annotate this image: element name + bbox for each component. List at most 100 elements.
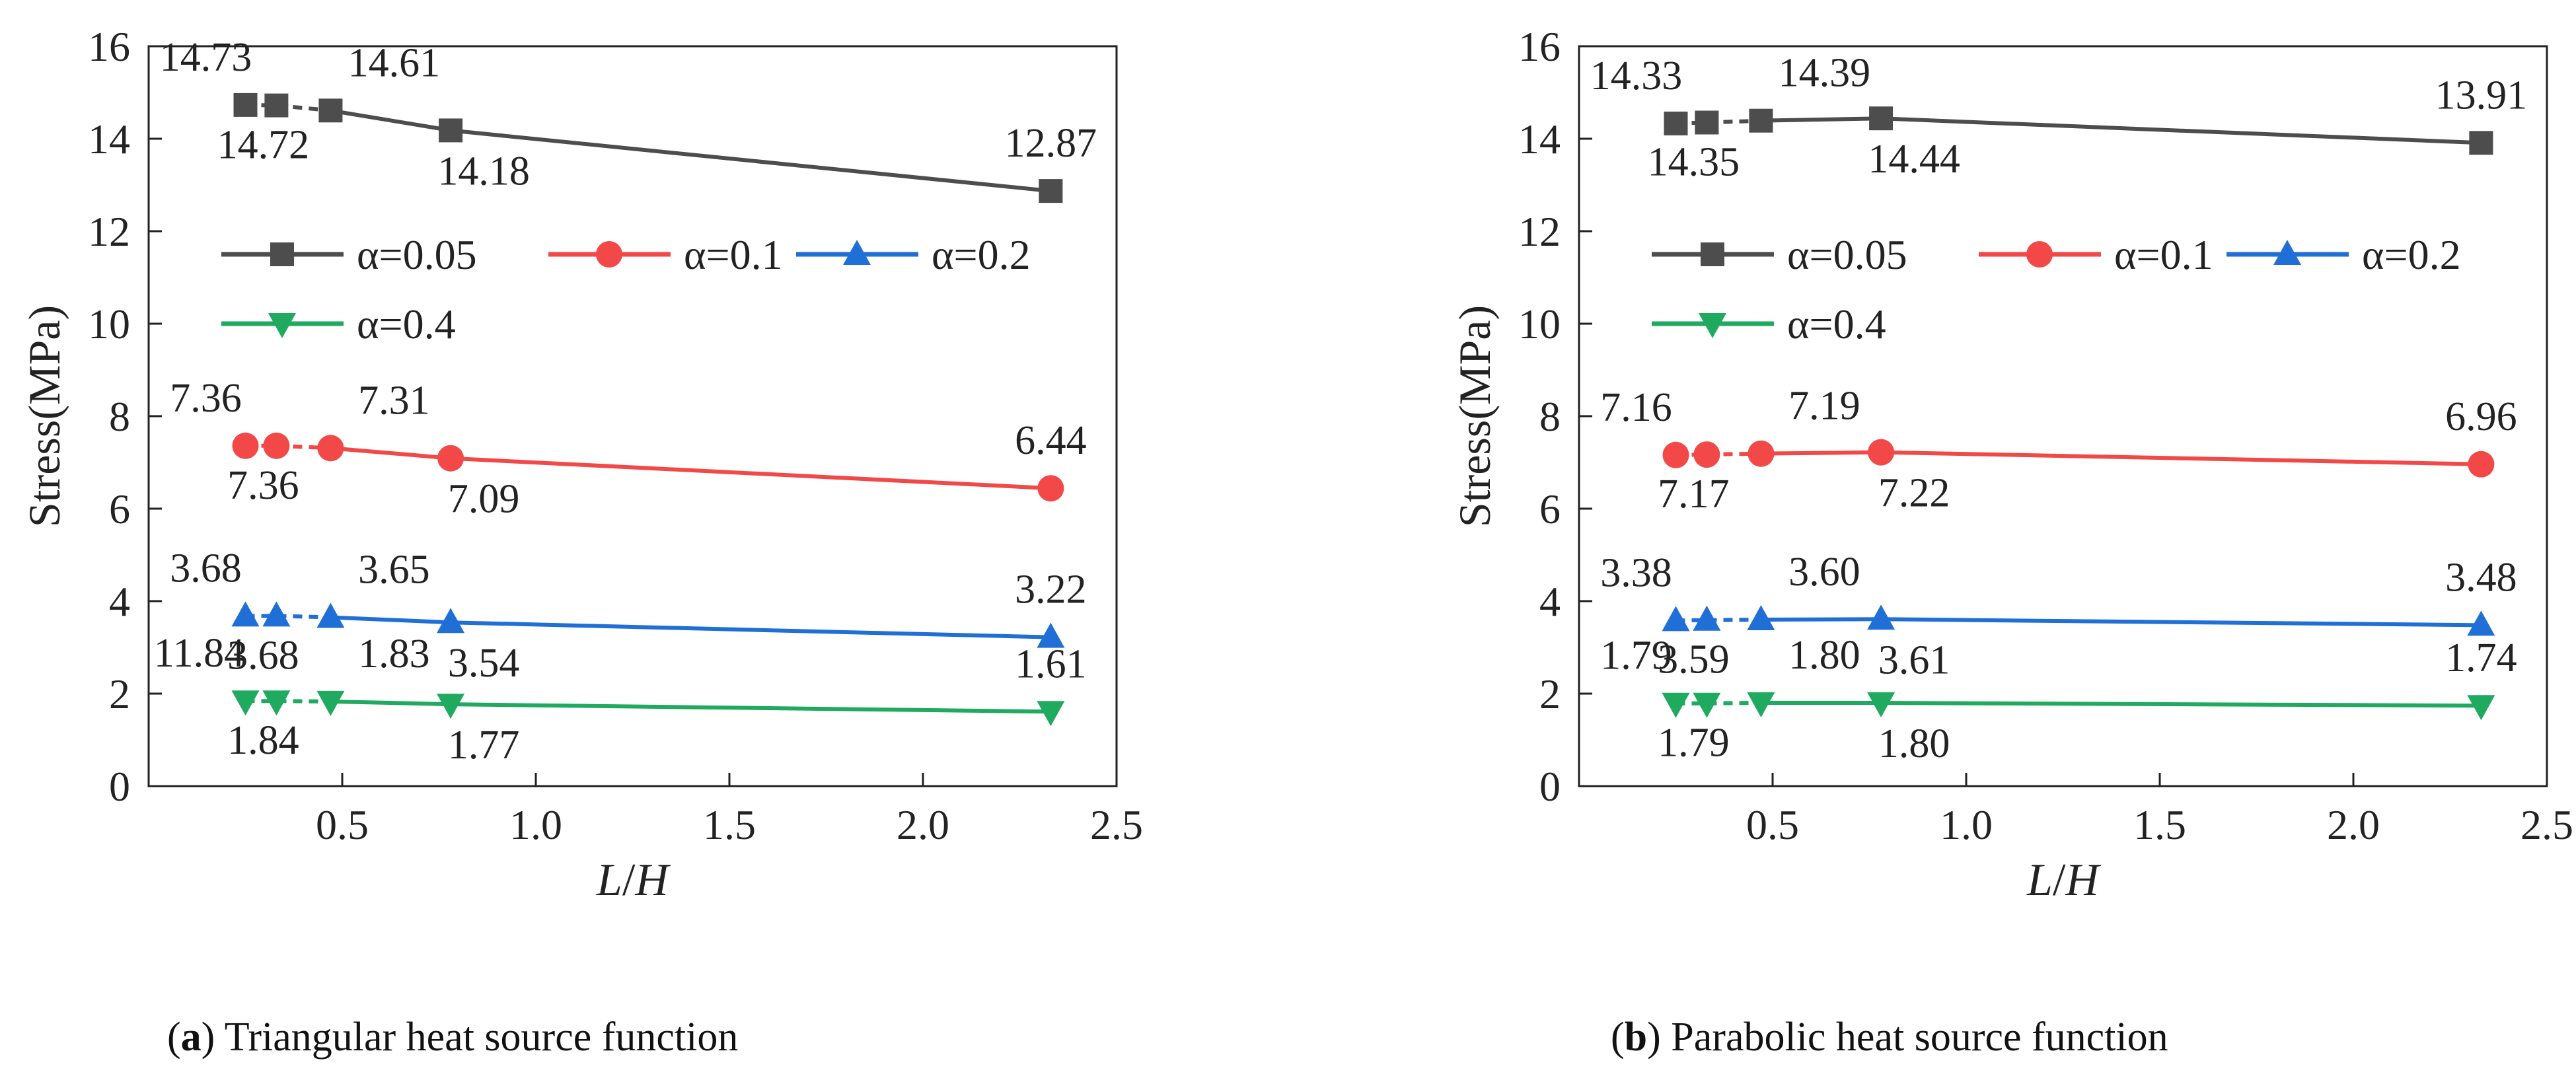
data-point-b-2-4 — [2467, 610, 2495, 636]
legend-marker-a-3 — [268, 313, 296, 338]
data-label-a-1-0: 7.36 — [170, 376, 242, 421]
y-tick-label-b-6: 12 — [1518, 208, 1561, 255]
data-label-b-3-0: 1.79 — [1600, 634, 1672, 678]
data-point-b-0-1 — [1695, 110, 1719, 135]
legend-label-a-2: α=0.2 — [932, 231, 1031, 278]
legend-marker-a-0 — [270, 242, 294, 266]
data-point-a-3-4 — [1037, 701, 1065, 727]
legend-marker-a-2 — [843, 240, 871, 265]
legend-marker-b-3 — [1699, 313, 1726, 338]
y-tick-label-b-3: 6 — [1539, 486, 1561, 532]
data-point-a-1-0 — [232, 432, 259, 459]
data-point-b-1-2 — [1748, 440, 1775, 467]
series-line-dashed-a-2 — [245, 614, 331, 620]
data-label-b-2-3: 3.61 — [1878, 637, 1950, 682]
data-point-a-0-2 — [318, 98, 343, 123]
series-b-0: 14.33 14.35 14.39 14.44 13.91 — [1590, 51, 2527, 185]
data-label-b-0-3: 14.44 — [1868, 137, 1960, 182]
x-axis-label-part-a-1: / — [622, 855, 636, 906]
data-point-a-0-0 — [233, 92, 258, 117]
data-point-b-2-0 — [1662, 606, 1690, 632]
data-point-b-3-0 — [1662, 692, 1690, 718]
series-line-dashed-b-0 — [1675, 118, 1761, 126]
y-tick-label-a-8: 16 — [88, 23, 130, 70]
series-line-b-2 — [1761, 617, 2482, 628]
data-point-b-3-1 — [1693, 692, 1721, 718]
caption-b-letter: b — [1624, 1015, 1648, 1060]
x-axis-label-part-b-2: H — [2065, 855, 2101, 906]
data-point-b-1-4 — [2468, 451, 2495, 478]
data-label-b-2-4: 3.48 — [2445, 555, 2517, 600]
x-tick-label-a-2: 1.5 — [703, 801, 756, 848]
series-b-2: 3.38 3.59 3.60 3.61 3.48 — [1600, 550, 2517, 682]
x-axis-label-part-a-0: L — [596, 855, 622, 906]
series-a-3: 11.84 1.84 1.83 1.77 1.61 — [154, 631, 1087, 768]
y-tick-label-a-4: 8 — [109, 393, 130, 440]
legend-marker-b-1 — [2026, 241, 2053, 268]
chart-panel-a: 0 2 4 6 8 10 12 14 16 0.5 1.0 1.5 2.0 2.5 Stress(MPa) L… — [19, 23, 1143, 906]
caption-a-letter: a — [180, 1015, 202, 1060]
data-label-b-3-2: 1.80 — [1788, 633, 1860, 678]
caption-a: (a) Triangular heat source function — [167, 1015, 739, 1060]
caption-b: (b) Parabolic heat source function — [1611, 1015, 2168, 1060]
data-label-b-3-3: 1.80 — [1878, 721, 1950, 766]
x-axis-label-part-a-2: H — [634, 855, 671, 906]
data-point-a-2-0 — [231, 601, 260, 627]
y-tick-label-a-2: 4 — [109, 578, 130, 625]
data-label-b-3-1: 1.79 — [1658, 721, 1730, 766]
y-tick-label-b-4: 8 — [1539, 393, 1561, 440]
legend-a: α=0.05 α=0.1 α=0.2 α=0.4 — [221, 231, 1031, 347]
data-point-b-0-2 — [1749, 108, 1773, 133]
data-label-a-0-3: 14.18 — [437, 149, 530, 194]
data-label-a-1-3: 7.09 — [448, 477, 520, 522]
x-tick-label-b-2: 1.5 — [2133, 801, 2186, 848]
data-point-a-0-4 — [1039, 179, 1063, 203]
data-point-b-3-4 — [2467, 695, 2495, 721]
y-tick-label-b-0: 0 — [1539, 763, 1561, 810]
x-axis-label-part-b-0: L — [2026, 855, 2053, 906]
series-line-dashed-a-0 — [245, 102, 331, 113]
data-point-a-2-1 — [262, 601, 291, 627]
data-label-a-0-2: 14.61 — [348, 40, 441, 85]
legend-marker-a-1 — [596, 241, 622, 268]
data-point-a-3-1 — [262, 690, 291, 716]
data-point-a-1-1 — [263, 432, 290, 459]
data-point-b-0-0 — [1664, 111, 1688, 135]
series-b-1: 7.16 7.17 7.19 7.22 6.96 — [1600, 384, 2517, 517]
data-label-b-0-0: 14.33 — [1590, 54, 1683, 98]
data-label-a-0-0: 14.73 — [160, 35, 252, 80]
data-label-a-0-4: 12.87 — [1005, 121, 1097, 166]
data-label-a-2-2: 3.65 — [358, 548, 430, 593]
data-label-a-1-1: 7.36 — [227, 463, 299, 508]
y-tick-label-a-0: 0 — [109, 763, 130, 810]
data-point-a-3-2 — [316, 690, 345, 716]
data-point-b-1-3 — [1868, 439, 1895, 466]
series-line-dashed-b-3 — [1675, 701, 1761, 706]
legend-label-a-1: α=0.1 — [684, 231, 783, 278]
legend-b: α=0.05 α=0.1 α=0.2 α=0.4 — [1652, 231, 2461, 347]
legend-label-b-2: α=0.2 — [2362, 231, 2461, 278]
data-label-a-3-4: 1.61 — [1015, 641, 1087, 686]
series-line-dashed-a-3 — [245, 699, 331, 704]
x-tick-label-b-0: 0.5 — [1746, 801, 1799, 848]
legend-label-b-0: α=0.05 — [1787, 231, 1907, 278]
data-point-a-0-3 — [439, 118, 463, 143]
y-tick-label-b-2: 4 — [1539, 578, 1561, 625]
data-point-b-0-3 — [1869, 106, 1894, 131]
data-label-a-2-0: 3.68 — [170, 546, 242, 591]
data-point-b-1-1 — [1693, 441, 1720, 468]
data-point-a-3-0 — [231, 690, 260, 716]
data-label-b-2-1: 3.59 — [1658, 637, 1730, 682]
data-label-b-3-4: 1.74 — [2445, 635, 2517, 680]
data-label-b-0-4: 13.91 — [2435, 73, 2528, 118]
data-point-b-0-4 — [2469, 131, 2493, 155]
data-label-b-0-1: 14.35 — [1648, 140, 1740, 185]
data-label-a-3-2: 1.83 — [358, 632, 430, 676]
x-tick-label-b-1: 1.0 — [1940, 801, 1993, 848]
series-line-a-3 — [330, 699, 1051, 714]
caption-a-text: Triangular heat source function — [224, 1015, 739, 1060]
series-b-3: 1.79 1.79 1.80 1.80 1.74 — [1600, 633, 2517, 766]
x-tick-label-a-0: 0.5 — [316, 801, 369, 848]
x-tick-label-b-3: 2.0 — [2327, 801, 2380, 848]
